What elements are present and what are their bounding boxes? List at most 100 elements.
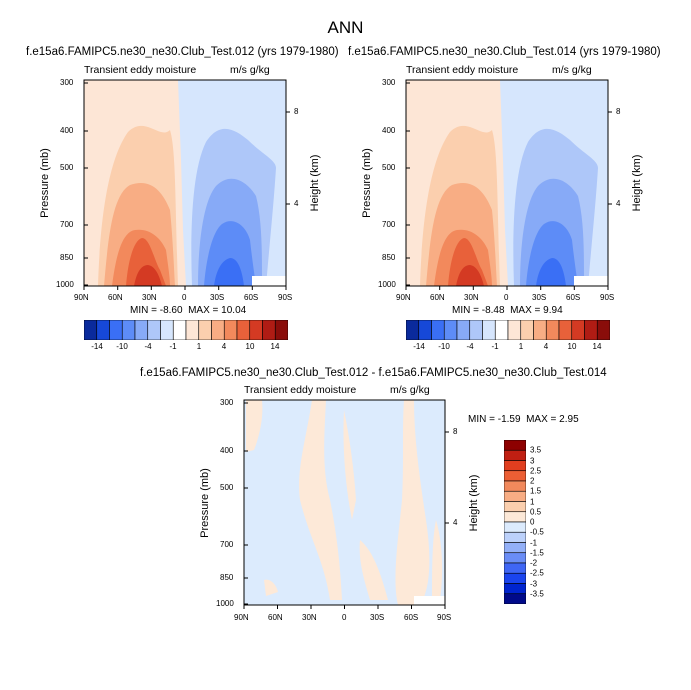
panel-3-ytick-300: 300 <box>220 398 234 407</box>
colorbar-swatch <box>504 440 526 451</box>
panel-2-xtick-60s: 60S <box>566 293 581 302</box>
panel-3-xtick-30n: 30N <box>302 613 317 622</box>
panel-3-cb-label: 1.5 <box>530 486 542 496</box>
colorbar-swatch <box>504 480 526 492</box>
panel-1-contour-neg-3 <box>204 221 256 286</box>
panel-1-cb-label: 1 <box>196 342 202 351</box>
panel-2-ytick-500: 500 <box>382 163 396 172</box>
panel-3-ytick-700: 700 <box>220 540 234 549</box>
panel-3-cb-label: -1 <box>530 538 538 547</box>
panel-1-minmax: MIN = -8.60 MAX = 10.04 <box>130 305 247 316</box>
panel-2-xtick-90n: 90N <box>396 293 411 302</box>
panel-1-ytick-1000: 1000 <box>56 280 74 289</box>
panel-3-contour-pos <box>299 400 342 600</box>
panel-1-title: f.e15a6.FAMIPC5.ne30_ne30.Club_Test.012 … <box>26 46 339 58</box>
colorbar-swatch <box>504 552 526 564</box>
panel-3-ylabel: Pressure (mb) <box>199 468 211 538</box>
colorbar-swatch <box>504 583 526 595</box>
panel-3-contour-pos <box>343 410 356 520</box>
panel-3-cb-label: 0.5 <box>530 507 542 517</box>
panel-2-colorbar-labels: -14 -10 -4 -1 1 4 10 14 <box>406 342 610 354</box>
colorbar-swatch <box>504 593 526 604</box>
panel-3-cb-label: -2 <box>530 558 538 568</box>
panel-1-cb-label: 4 <box>221 342 227 351</box>
panel-1-cb-label: -14 <box>91 342 103 351</box>
panel-2-ytick-700: 700 <box>382 220 396 229</box>
panel-2-xtick-60n: 60N <box>430 293 445 302</box>
panel-2-max-value: 9.94 <box>543 305 563 316</box>
panel-3-cb-label: 2.5 <box>530 466 542 476</box>
colorbar-swatch <box>504 562 526 574</box>
colorbar-swatch <box>504 470 526 482</box>
panel-3-max-value: 2.95 <box>559 414 579 425</box>
panel-2-cb-label: 4 <box>543 342 549 351</box>
panel-3-xtick-90n: 90N <box>234 613 249 622</box>
panel-3-minmax: MIN = -1.59 MAX = 2.95 <box>468 414 579 425</box>
panel-3-contour-pos <box>264 579 278 596</box>
panel-2-ytick-850: 850 <box>382 253 396 262</box>
panel-3-contour-pos <box>359 540 388 600</box>
panel-2-cb-label: 14 <box>592 342 602 351</box>
panel-1-topography-mask <box>252 276 286 286</box>
panel-1-cb-label: 14 <box>270 342 280 351</box>
panel-2-ytick-1000: 1000 <box>378 280 396 289</box>
panel-1-colorbar-labels: -14 -10 -4 -1 1 4 10 14 <box>84 342 288 354</box>
panel-1-ytick-300: 300 <box>60 78 74 87</box>
panel-3-cb-label: 2 <box>530 476 535 486</box>
panel-3-cb-label: 1 <box>530 497 535 506</box>
panel-3-title: f.e15a6.FAMIPC5.ne30_ne30.Club_Test.012 … <box>140 367 607 379</box>
panel-3-cb-label: 3 <box>530 456 535 465</box>
panel-3-ytick-400: 400 <box>220 446 234 455</box>
panel-1-ytick-700: 700 <box>60 220 74 229</box>
panel-3-contour-pos <box>395 400 430 605</box>
panel-1-xtick-60s: 60S <box>244 293 259 302</box>
panel-2-variable: Transient eddy moisture <box>406 64 519 76</box>
panel-1-cb-label: -10 <box>116 342 128 351</box>
colorbar-swatch <box>504 460 526 472</box>
colorbar-swatch <box>504 511 526 523</box>
panel-3-cb-label: -2.5 <box>530 568 544 578</box>
panel-3-ytick-1000: 1000 <box>216 599 234 608</box>
panel-2-cb-label: -4 <box>466 342 474 351</box>
colorbar-swatch <box>504 531 526 543</box>
panel-1-cb-label: -1 <box>169 342 177 351</box>
panel-2-xtick-0: 0 <box>504 293 509 302</box>
panel-1-cb-label: 10 <box>245 342 255 351</box>
panel-3-y2tick-4: 4 <box>453 518 458 527</box>
panel-3-xtick-0: 0 <box>342 613 347 622</box>
panel-2-cb-label: -1 <box>491 342 499 351</box>
panel-3-cb-label: -0.5 <box>530 527 544 537</box>
panel-2-colorbar <box>406 320 610 340</box>
colorbar-swatch <box>274 320 288 340</box>
panel-2-title: f.e15a6.FAMIPC5.ne30_ne30.Club_Test.014 … <box>348 46 661 58</box>
panel-2-units: m/s g/kg <box>552 64 592 76</box>
panel-1-xtick-90n: 90N <box>74 293 89 302</box>
panel-2-ticks <box>405 82 612 290</box>
panel-1-y2tick-4: 4 <box>294 199 299 208</box>
panel-3-variable: Transient eddy moisture <box>244 384 357 396</box>
panel-3-cb-label: 3.5 <box>530 445 542 455</box>
panel-3-y2tick-8: 8 <box>453 427 458 436</box>
panel-3-contour-pos <box>432 520 443 600</box>
panel-2-ytick-300: 300 <box>382 78 396 87</box>
panel-1-xtick-0: 0 <box>182 293 187 302</box>
panel-1-ticks <box>83 82 290 290</box>
panel-3-xtick-90s: 90S <box>437 613 452 622</box>
panel-3-xtick-30s: 30S <box>370 613 385 622</box>
panel-1-xtick-30s: 30S <box>210 293 225 302</box>
panel-1-xtick-60n: 60N <box>108 293 123 302</box>
panel-1-min-value: -8.60 <box>159 305 183 316</box>
panel-2-minmax: MIN = -8.48 MAX = 9.94 <box>452 305 563 316</box>
panel-3-xtick-60s: 60S <box>404 613 419 622</box>
panel-1-ytick-500: 500 <box>60 163 74 172</box>
panel-3-y2label: Height (km) <box>468 474 480 532</box>
panel-2-ytick-400: 400 <box>382 126 396 135</box>
panel-1-y2tick-8: 8 <box>294 107 299 116</box>
panel-3-cb-label: 0 <box>530 517 535 527</box>
panel-3-ytick-850: 850 <box>220 573 234 582</box>
colorbar-swatch <box>504 449 526 461</box>
panel-2-min-value: -8.48 <box>481 305 505 316</box>
panel-3-colorbar <box>504 440 526 604</box>
panel-2-contour-neg-4 <box>536 258 566 286</box>
